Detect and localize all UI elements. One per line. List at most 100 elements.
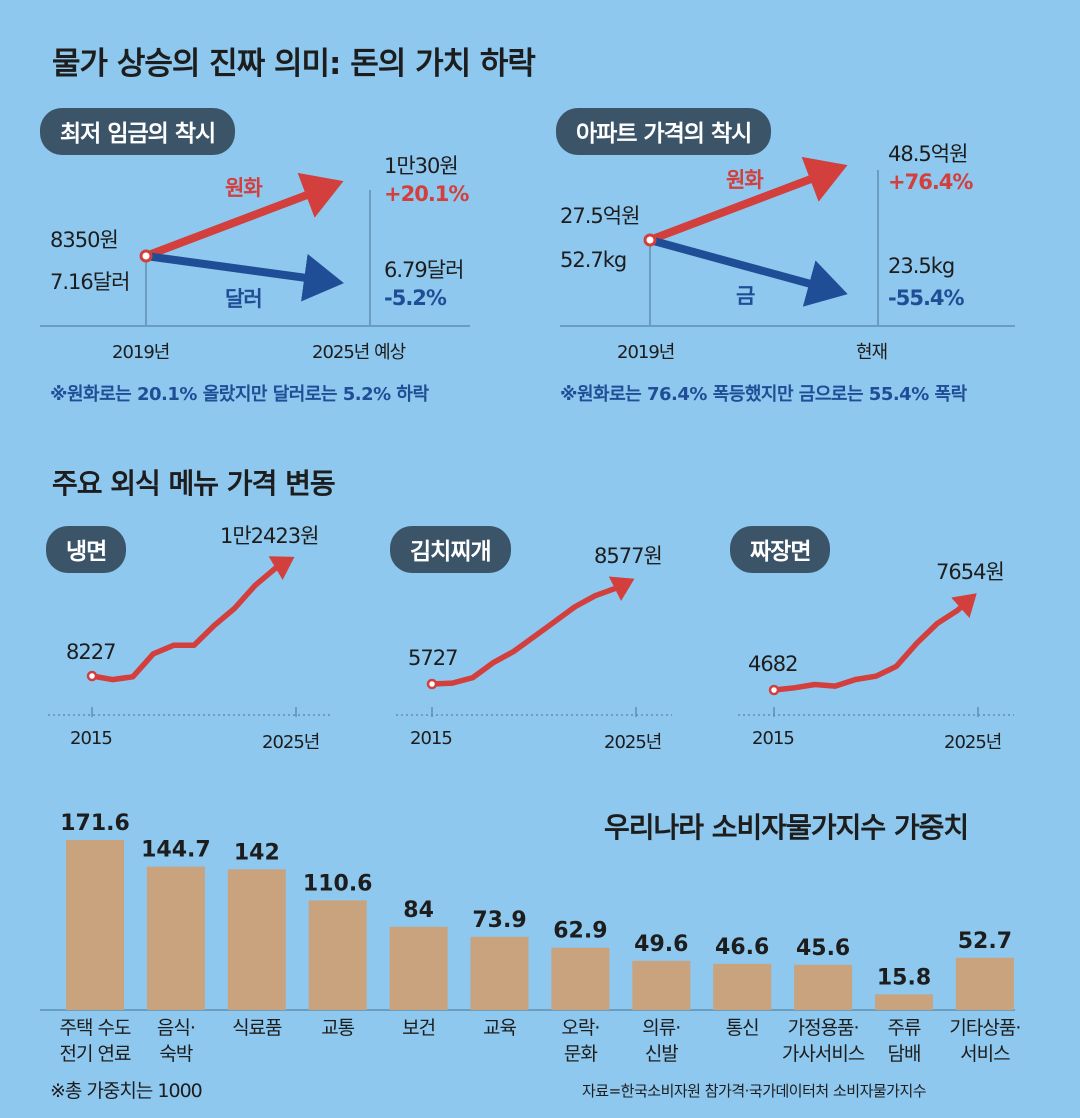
menu-line-0 bbox=[91, 556, 295, 683]
wage-x-end: 2025년 예상 bbox=[312, 342, 406, 363]
menu-x-end-0: 2025년 bbox=[262, 732, 320, 753]
page-title: 물가 상승의 진짜 의미: 돈의 가치 하락 bbox=[52, 46, 536, 82]
menu-start-0: 8227 bbox=[66, 640, 116, 664]
menu-pill-jajang: 짜장면 bbox=[730, 526, 831, 573]
apt-x-end: 현재 bbox=[856, 342, 888, 363]
bar-0 bbox=[66, 840, 124, 1010]
bar-category-11: 서비스 bbox=[960, 1043, 1010, 1065]
bar-value-10: 15.8 bbox=[877, 965, 931, 990]
bar-value-6: 62.9 bbox=[553, 919, 607, 944]
bar-category-5: 교육 bbox=[483, 1017, 516, 1039]
bar-9 bbox=[794, 964, 853, 1010]
bar-4 bbox=[389, 926, 448, 1010]
wage-x-start: 2019년 bbox=[112, 342, 170, 363]
menu-start-dot-2 bbox=[768, 684, 780, 696]
bar-category-0: 주택 수도 bbox=[60, 1017, 131, 1039]
bar-7 bbox=[632, 960, 691, 1010]
menu-end-2: 7654원 bbox=[936, 560, 1005, 584]
menu-chart-2 bbox=[738, 593, 1014, 717]
menu-end-0: 1만2423원 bbox=[220, 524, 319, 548]
bar-8 bbox=[713, 963, 772, 1010]
bar-1 bbox=[146, 866, 205, 1010]
bar-value-4: 84 bbox=[403, 898, 434, 923]
wage-arrows bbox=[40, 156, 1015, 327]
menu-x-start-1: 2015 bbox=[410, 728, 453, 749]
bar-value-9: 45.6 bbox=[796, 936, 850, 961]
apt-end-won: 48.5억원 bbox=[888, 142, 968, 166]
bar-category-3: 교통 bbox=[321, 1017, 354, 1039]
menu-end-1: 8577원 bbox=[594, 544, 663, 568]
apt-end-gold: 23.5kg bbox=[888, 254, 955, 278]
menu-x-end-1: 2025년 bbox=[604, 732, 662, 753]
wage-usd-label: 달러 bbox=[225, 287, 263, 311]
wage-won-label: 원화 bbox=[225, 176, 263, 200]
bar-category-1: 숙박 bbox=[159, 1043, 192, 1065]
bar-category-9: 가정용품· bbox=[788, 1017, 859, 1039]
bar-3 bbox=[308, 900, 367, 1010]
wage-start-won: 8350원 bbox=[50, 228, 119, 252]
cpi-title: 우리나라 소비자물가지수 가중치 bbox=[604, 811, 969, 844]
menu-start-dot-1 bbox=[426, 678, 438, 690]
bar-category-2: 식료품 bbox=[232, 1017, 282, 1039]
apt-x-start: 2019년 bbox=[617, 342, 675, 363]
bar-category-11: 기타상품· bbox=[949, 1017, 1020, 1039]
bar-value-2: 142 bbox=[234, 840, 280, 865]
bar-category-0: 전기 연료 bbox=[60, 1043, 131, 1065]
bar-category-7: 의류· bbox=[642, 1017, 680, 1039]
bar-category-8: 통신 bbox=[726, 1017, 759, 1039]
wage-end-usd-pct: -5.2% bbox=[384, 286, 447, 310]
menu-title: 주요 외식 메뉴 가격 변동 bbox=[52, 467, 336, 500]
apt-end-won-pct: +76.4% bbox=[888, 170, 973, 194]
bar-11 bbox=[955, 957, 1014, 1010]
apt-won-label: 원화 bbox=[726, 168, 764, 192]
wage-start-usd: 7.16달러 bbox=[50, 270, 130, 294]
menu-start-1: 5727 bbox=[408, 646, 458, 670]
apt-gold-label: 금 bbox=[736, 284, 755, 308]
menu-x-end-2: 2025년 bbox=[944, 732, 1002, 753]
cpi-footnote: ※총 가중치는 1000 bbox=[50, 1080, 203, 1102]
menu-line-2 bbox=[773, 593, 977, 693]
menu-x-start-2: 2015 bbox=[752, 728, 795, 749]
bar-value-7: 49.6 bbox=[634, 932, 688, 957]
bar-category-9: 가사서비스 bbox=[782, 1043, 865, 1065]
apt-won-arrow bbox=[648, 156, 848, 244]
bar-value-0: 171.6 bbox=[60, 811, 130, 836]
apt-note: ※원화로는 76.4% 폭등했지만 금으로는 55.4% 폭락 bbox=[560, 384, 967, 405]
wage-end-won-pct: +20.1% bbox=[384, 182, 469, 206]
menu-chart-0 bbox=[48, 556, 330, 717]
bar-value-5: 73.9 bbox=[472, 908, 526, 933]
wage-usd-arrow bbox=[145, 252, 344, 302]
bar-value-3: 110.6 bbox=[303, 871, 373, 896]
bar-category-10: 담배 bbox=[888, 1043, 921, 1065]
bar-value-11: 52.7 bbox=[958, 929, 1012, 954]
apt-origin-dot bbox=[643, 233, 657, 247]
apt-pill: 아파트 가격의 착시 bbox=[556, 108, 772, 155]
bar-category-4: 보건 bbox=[402, 1017, 435, 1039]
wage-note: ※원화로는 20.1% 올랐지만 달러로는 5.2% 하락 bbox=[50, 384, 429, 405]
wage-origin-dot bbox=[139, 249, 153, 263]
bar-5 bbox=[470, 936, 529, 1010]
apt-start-won: 27.5억원 bbox=[560, 204, 640, 228]
apt-start-gold: 52.7kg bbox=[560, 248, 627, 272]
menu-pill-naengmyeon: 냉면 bbox=[46, 526, 127, 573]
cpi-source: 자료=한국소비자원 참가격·국가데이터처 소비자물가지수 bbox=[582, 1082, 927, 1100]
apt-gold-arrow bbox=[648, 236, 848, 307]
bar-category-7: 신발 bbox=[645, 1043, 678, 1065]
bar-category-10: 주류 bbox=[888, 1017, 921, 1039]
menu-x-start-0: 2015 bbox=[70, 728, 113, 749]
wage-end-won: 1만30원 bbox=[384, 154, 459, 178]
bar-category-1: 음식· bbox=[157, 1017, 195, 1039]
menu-line-1 bbox=[431, 576, 635, 687]
bar-category-6: 문화 bbox=[564, 1043, 597, 1065]
wage-pill: 최저 임금의 착시 bbox=[40, 108, 236, 155]
bar-10 bbox=[875, 994, 933, 1010]
bar-category-6: 오락· bbox=[561, 1017, 599, 1039]
bar-2 bbox=[227, 869, 286, 1010]
menu-start-2: 4682 bbox=[748, 652, 798, 676]
menu-line-charts bbox=[48, 556, 1014, 717]
menu-pill-kimchi: 김치찌개 bbox=[390, 526, 511, 573]
wage-won-arrow bbox=[144, 172, 344, 260]
wage-end-usd: 6.79달러 bbox=[384, 258, 464, 282]
bar-value-1: 144.7 bbox=[141, 838, 211, 863]
